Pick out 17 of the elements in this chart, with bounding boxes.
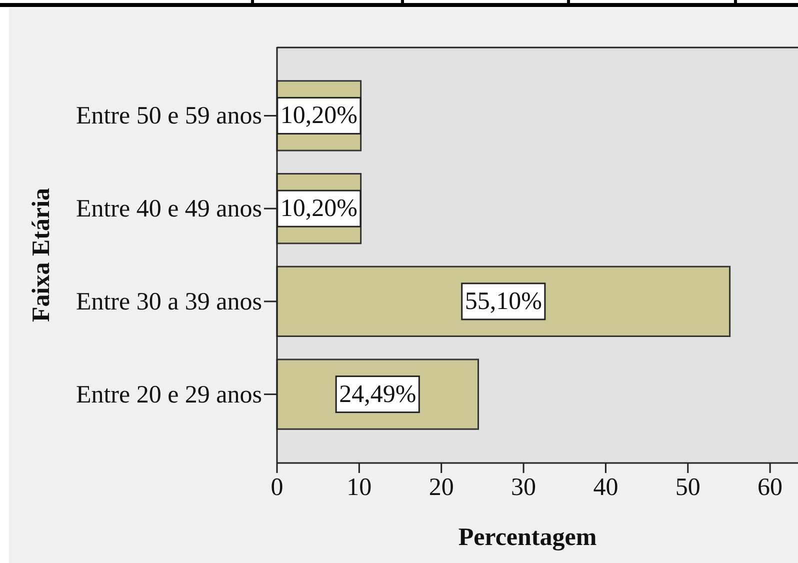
data-label: 10,20% <box>280 195 358 222</box>
x-tick-label: 10 <box>346 474 372 501</box>
data-label: 24,49% <box>339 380 416 408</box>
y-tick-label: Entre 20 e 29 anos <box>76 381 262 408</box>
x-tick-label: 0 <box>270 474 284 501</box>
x-tick-label: 20 <box>428 474 454 501</box>
x-axis-title: Percentagem <box>458 524 597 551</box>
data-label: 55,10% <box>464 288 542 315</box>
x-tick-label: 60 <box>758 474 783 501</box>
x-tick-label: 30 <box>511 474 536 501</box>
y-tick-label: Entre 30 a 39 anos <box>76 288 262 316</box>
data-label: 10,20% <box>280 102 358 130</box>
y-tick-label: Entre 40 e 49 anos <box>76 196 262 223</box>
x-tick-label: 50 <box>675 474 700 501</box>
y-axis-title: Faixa Etária <box>28 188 55 322</box>
y-tick-label: Entre 50 e 59 anos <box>76 102 262 130</box>
x-tick-label: 40 <box>593 474 618 501</box>
